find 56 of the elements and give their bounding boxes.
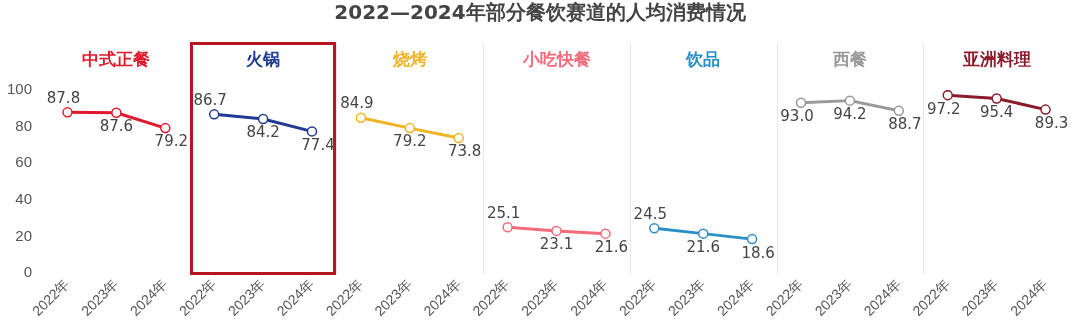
point	[844, 95, 856, 106]
point	[746, 233, 758, 245]
point	[160, 122, 171, 134]
y-tick-label: 60	[15, 153, 33, 171]
point	[649, 223, 660, 234]
point	[257, 113, 269, 125]
data-label: 79.2	[154, 132, 188, 151]
text: 小吃快餐	[521, 48, 591, 69]
series-label: 西餐	[831, 48, 867, 69]
data-label: 89.3	[1034, 113, 1069, 132]
point	[62, 107, 73, 118]
data-label: 87.6	[99, 117, 134, 136]
point	[404, 122, 416, 134]
text: 中式正餐	[82, 48, 151, 69]
point	[208, 109, 220, 120]
y-tick-label: 80	[15, 116, 33, 134]
data-label: 24.5	[633, 204, 668, 223]
chart-title: 2022—2024年部分餐饮赛道的人均消费情况	[334, 0, 747, 25]
point	[502, 221, 513, 233]
data-label: 77.4	[301, 135, 335, 154]
y-tick-label: 20	[15, 226, 33, 244]
text: 火锅	[246, 48, 281, 69]
data-label: 97.2	[927, 99, 961, 118]
point	[795, 97, 807, 109]
point	[551, 225, 562, 237]
data-label: 23.1	[539, 235, 574, 254]
data-label: 84.2	[246, 123, 280, 142]
point	[306, 126, 318, 137]
data-label: 18.6	[741, 243, 775, 262]
point	[893, 105, 905, 116]
point	[942, 90, 953, 101]
point	[991, 93, 1002, 104]
point	[1040, 104, 1051, 115]
y-tick-label: 0	[23, 263, 33, 281]
data-label: 73.8	[448, 142, 482, 161]
data-label: 87.8	[46, 88, 81, 107]
point	[355, 112, 367, 123]
data-label: 79.2	[393, 132, 427, 151]
point	[600, 228, 611, 239]
data-label: 21.6	[686, 238, 720, 257]
data-label: 21.6	[594, 238, 629, 257]
point	[697, 228, 709, 239]
data-label: 84.9	[340, 94, 374, 113]
point	[111, 107, 122, 118]
data-label: 25.1	[486, 203, 521, 222]
data-label: 86.7	[193, 90, 227, 109]
y-tick-label: 100	[7, 80, 33, 98]
text: 饮品	[685, 48, 721, 69]
data-label: 93.0	[780, 107, 814, 126]
text: 烧烤	[391, 48, 427, 69]
series-label: 亚洲料理	[961, 48, 1031, 69]
data-label: 88.7	[888, 115, 922, 134]
data-label: 94.2	[833, 105, 867, 124]
point	[453, 132, 464, 144]
data-label: 95.4	[979, 102, 1014, 121]
y-tick-label: 40	[15, 190, 33, 208]
